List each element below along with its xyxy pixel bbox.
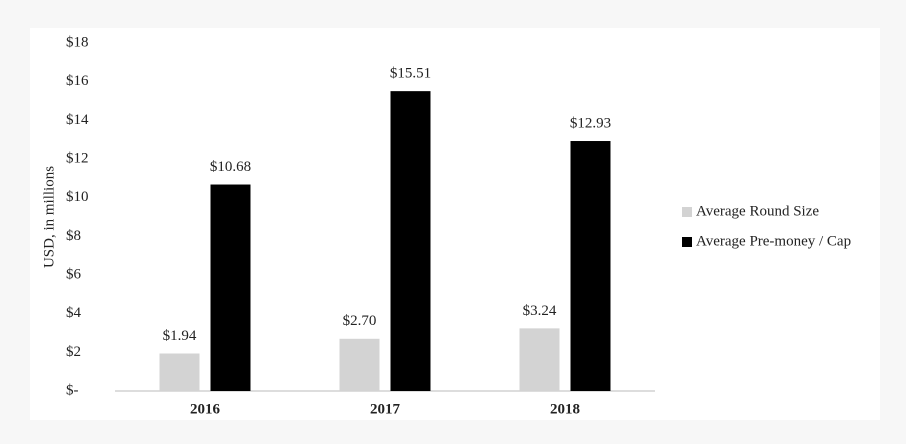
y-tick-label: $18 <box>66 34 89 50</box>
y-tick-label: $2 <box>66 344 81 360</box>
legend-label: Average Pre-money / Cap <box>696 233 851 249</box>
bar <box>570 141 611 391</box>
bar <box>339 338 380 391</box>
data-label: $12.93 <box>570 115 611 131</box>
data-label: $2.70 <box>343 313 377 329</box>
data-label: $1.94 <box>163 328 197 344</box>
bar <box>210 184 251 391</box>
legend-swatch <box>682 237 692 247</box>
data-label: $10.68 <box>210 159 251 175</box>
bar <box>519 328 560 391</box>
y-tick-label: $16 <box>66 73 89 89</box>
chart-background <box>30 28 880 420</box>
y-tick-label: $6 <box>66 266 82 282</box>
data-label: $15.51 <box>390 66 431 82</box>
legend-swatch <box>682 207 692 217</box>
y-tick-label: $4 <box>66 305 82 321</box>
x-tick-label: 2016 <box>190 401 221 417</box>
bar <box>390 91 431 391</box>
y-tick-label: $- <box>66 382 79 398</box>
x-tick-label: 2017 <box>370 401 401 417</box>
y-tick-label: $8 <box>66 228 81 244</box>
y-tick-label: $14 <box>66 112 89 128</box>
x-tick-label: 2018 <box>550 401 580 417</box>
data-label: $3.24 <box>523 303 557 319</box>
legend-label: Average Round Size <box>696 203 819 219</box>
bar <box>159 353 200 391</box>
y-tick-label: $10 <box>66 189 89 205</box>
y-axis-title: USD, in millions <box>41 166 57 268</box>
y-tick-label: $12 <box>66 150 89 166</box>
